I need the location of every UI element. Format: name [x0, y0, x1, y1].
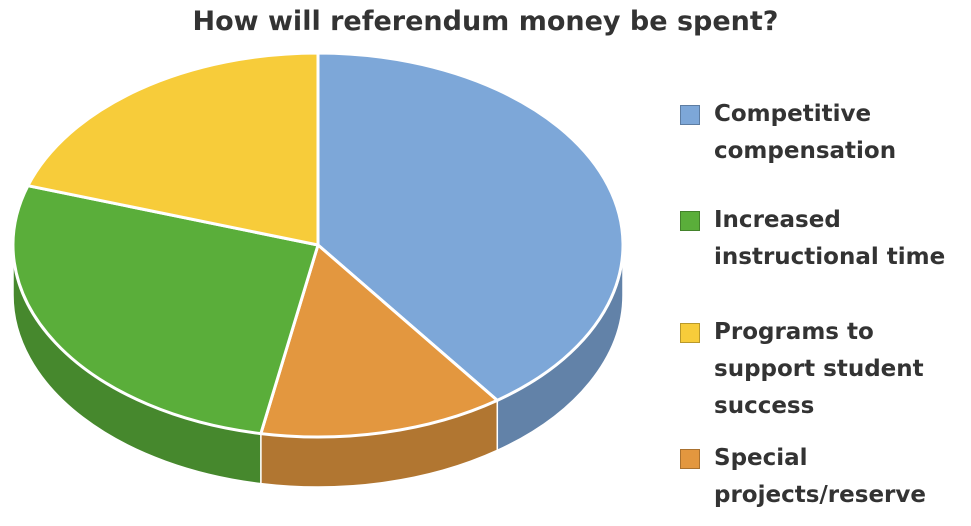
legend-swatch: [680, 449, 700, 469]
legend-swatch: [680, 105, 700, 125]
legend-label: Programs to support student success: [714, 319, 924, 419]
legend-swatch: [680, 323, 700, 343]
legend-swatch: [680, 211, 700, 231]
legend-label: Increased instructional time: [714, 207, 946, 270]
legend-label: Special projects/reserve: [714, 445, 926, 508]
pie-slice-1: [259, 243, 499, 439]
legend-label: Competitive compensation: [714, 101, 897, 164]
pie-top: [11, 51, 625, 439]
chart-title: How will referendum money be spent?: [192, 6, 779, 37]
pie-slice-0: [316, 51, 625, 402]
pie-slice-3: [26, 51, 320, 247]
pie-slice-2: [11, 184, 320, 436]
